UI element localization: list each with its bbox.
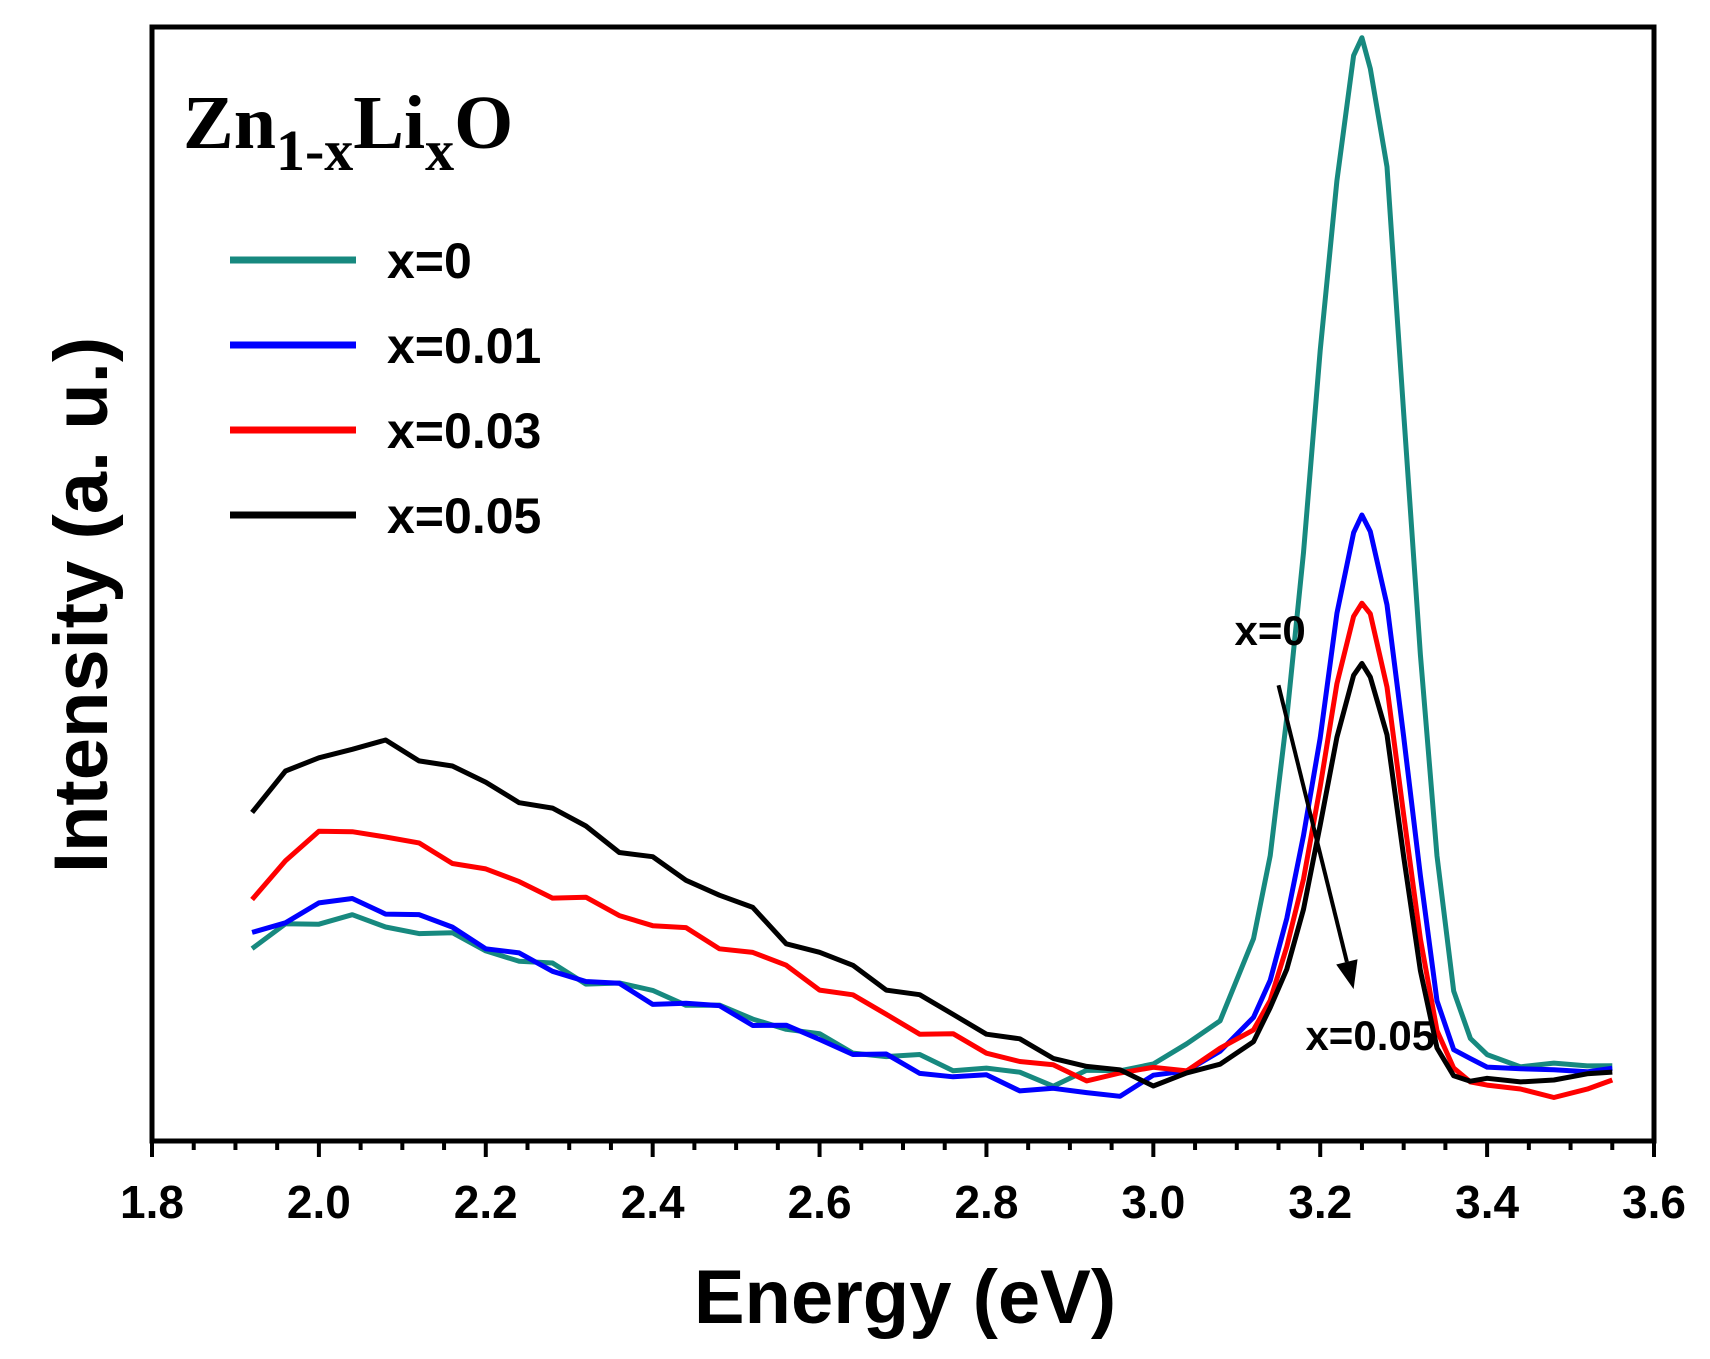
title-sub-1-x: 1-x bbox=[276, 118, 353, 183]
series-line-x-0-05 bbox=[250, 660, 1613, 1089]
annotations: x=0 x=0.05 bbox=[1235, 607, 1436, 1059]
title-li: Li bbox=[353, 81, 425, 165]
x-tick-label: 2.2 bbox=[454, 1176, 518, 1228]
x-tick-label: 3.4 bbox=[1455, 1176, 1519, 1228]
x-tick-label: 2.4 bbox=[621, 1176, 685, 1228]
series-line-x-0 bbox=[250, 35, 1613, 1089]
legend-label: x=0 bbox=[387, 233, 472, 289]
annotation-label: x=0 bbox=[1235, 607, 1306, 654]
x-tick-label: 3.6 bbox=[1622, 1176, 1686, 1228]
legend-label: x=0.03 bbox=[387, 403, 541, 459]
x-tick-label: 2.8 bbox=[954, 1176, 1018, 1228]
x-tick-label: 3.0 bbox=[1121, 1176, 1185, 1228]
x-axis: 1.8 2.0 2.2 2.4 2.6 2.8 3.0 3.2 3.4 3.6 bbox=[120, 1141, 1686, 1228]
x-tick-label: 1.8 bbox=[120, 1176, 184, 1228]
trend-arrow-head bbox=[1336, 959, 1358, 990]
x-tick-label: 2.0 bbox=[287, 1176, 351, 1228]
legend-label: x=0.05 bbox=[387, 488, 541, 544]
x-axis-title: Energy (eV) bbox=[694, 1255, 1116, 1340]
x-tick-label: 2.6 bbox=[788, 1176, 852, 1228]
legend-label: x=0.01 bbox=[387, 318, 541, 374]
series-group bbox=[250, 35, 1614, 1100]
y-axis-title: Intensity (a. u.) bbox=[39, 337, 124, 873]
series-line-x-0-03 bbox=[250, 600, 1614, 1100]
x-tick-label: 3.2 bbox=[1288, 1176, 1352, 1228]
trend-arrow-shaft bbox=[1276, 684, 1349, 963]
title-sub-x: x bbox=[425, 118, 454, 183]
chart-title: Zn1-xLixO bbox=[183, 81, 513, 183]
legend: x=0 x=0.01 x=0.03 x=0.05 bbox=[230, 233, 541, 544]
title-zn: Zn bbox=[183, 81, 276, 165]
title-o: O bbox=[454, 81, 513, 165]
series-line-x-0-01 bbox=[251, 512, 1613, 1099]
annotation-label: x=0.05 bbox=[1305, 1012, 1435, 1059]
